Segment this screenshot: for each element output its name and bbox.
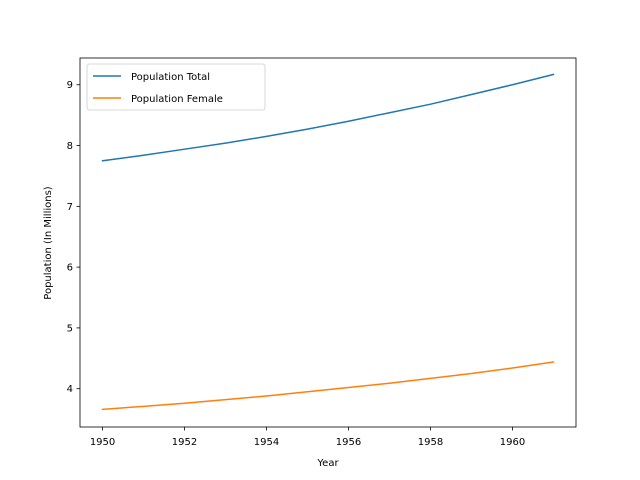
- x-axis-label: Year: [316, 458, 339, 469]
- legend: Population Total Population Female: [86, 63, 266, 111]
- series-line-1: [101, 361, 555, 411]
- axes-frame: [79, 57, 577, 428]
- axes-layer: 1950 1952 1954 1956 1958 1960 4 5 6 7 8 9: [67, 57, 577, 448]
- x-tick-label: 1950: [90, 437, 115, 448]
- y-tick-label: 4: [67, 384, 73, 395]
- y-axis-label: Population (In Millions): [43, 186, 54, 299]
- x-tick-label: 1960: [500, 437, 525, 448]
- y-tick-label: 5: [67, 323, 73, 334]
- y-tick-label: 8: [67, 141, 73, 152]
- legend-label-0: Population Total: [131, 72, 210, 83]
- x-tick-label: 1954: [254, 437, 279, 448]
- y-tick-label: 6: [67, 263, 73, 274]
- x-tick-label: 1958: [418, 437, 443, 448]
- series-line-0: [101, 73, 555, 162]
- y-tick-label: 7: [67, 202, 73, 213]
- legend-label-1: Population Female: [131, 94, 223, 105]
- series-layer: [101, 73, 555, 411]
- y-tick-label: 9: [67, 80, 73, 91]
- legend-box: [86, 63, 266, 111]
- x-tick-label: 1952: [172, 437, 197, 448]
- x-tick-label: 1956: [336, 437, 361, 448]
